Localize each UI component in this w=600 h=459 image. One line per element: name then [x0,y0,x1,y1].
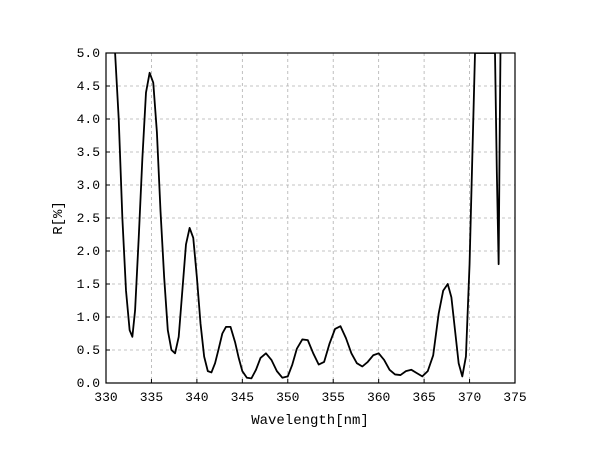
reflectance-line [114,53,502,380]
y-tick-labels: 0.0 0.5 1.0 1.5 2.0 2.5 3.0 3.5 4.0 4.5 5.0 [77,46,100,391]
x-tick-label: 370 [458,390,481,405]
x-axis-title: Wavelength[nm] [251,413,369,429]
grid [106,53,515,383]
y-tick-label: 4.5 [77,79,100,94]
x-tick-label: 365 [412,390,435,405]
y-tick-label: 0.5 [77,343,100,358]
x-tick-label: 330 [94,390,117,405]
x-tick-labels: 330 335 340 345 350 355 360 365 370 375 [94,390,526,405]
x-tick-label: 355 [322,390,345,405]
y-tick-label: 5.0 [77,46,100,61]
y-tick-label: 1.0 [77,310,100,325]
x-tick-label: 360 [367,390,390,405]
x-tick-label: 375 [503,390,526,405]
x-tick-label: 345 [231,390,254,405]
y-tick-label: 0.0 [77,376,100,391]
y-tick-label: 3.5 [77,145,100,160]
ticks [105,52,516,384]
y-tick-label: 1.5 [77,277,100,292]
y-tick-label: 2.5 [77,211,100,226]
y-tick-label: 4.0 [77,112,100,127]
y-tick-label: 2.0 [77,244,100,259]
x-tick-label: 340 [185,390,208,405]
x-tick-label: 335 [140,390,163,405]
x-tick-label: 350 [276,390,299,405]
y-axis-title: R[%] [51,201,67,235]
y-tick-label: 3.0 [77,178,100,193]
